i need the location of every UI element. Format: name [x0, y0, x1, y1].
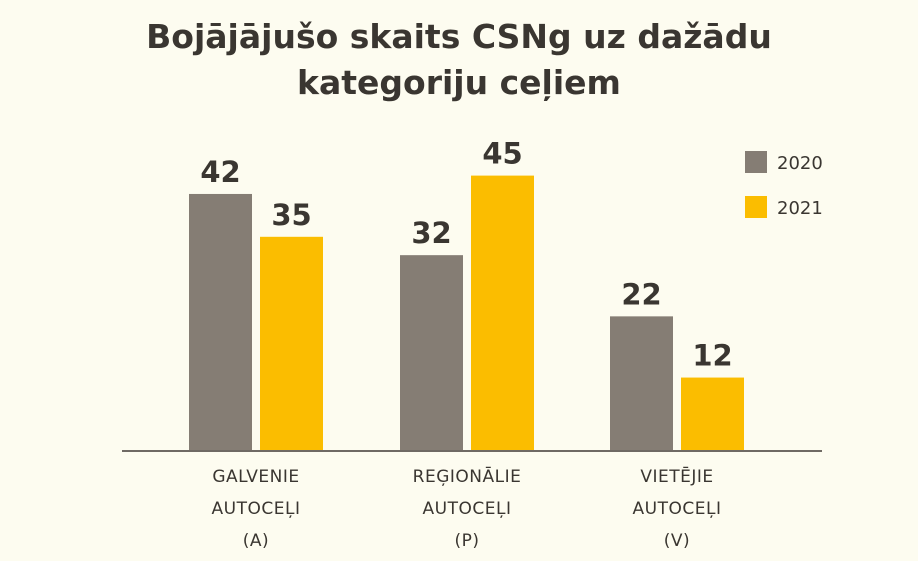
legend-swatch-2021 [745, 196, 767, 218]
bar-2021-0 [260, 236, 323, 451]
bar-2020-2 [610, 316, 673, 451]
legend-label-2020: 2020 [777, 153, 823, 174]
legend: 2020 2021 [745, 151, 823, 219]
data-label-2020-2: 22 [621, 277, 661, 311]
category-label-2-line-1: AUTOCEĻI [633, 499, 722, 519]
bar-2020-1 [400, 255, 463, 451]
category-label-0-line-2: (A) [243, 531, 269, 551]
chart-title-line-1: Bojājājušo skaits CSNg uz dažādu [146, 17, 772, 56]
data-label-2021-0: 35 [271, 198, 311, 232]
category-label-2-line-0: VIETĒJIE [640, 465, 713, 487]
category-label-1-line-1: AUTOCEĻI [423, 499, 512, 519]
category-label-0-line-1: AUTOCEĻI [212, 499, 301, 519]
chart-title: Bojājājušo skaits CSNg uz dažādu kategor… [0, 14, 918, 106]
data-label-2020-1: 32 [411, 216, 451, 250]
data-label-2020-0: 42 [200, 155, 240, 189]
category-label-1-line-0: REĢIONĀLIE [413, 465, 522, 487]
category-labels: GALVENIE AUTOCEĻI (A) REĢIONĀLIE AUTOCEĻI (P)… [212, 465, 722, 551]
bar-2020-0 [189, 193, 252, 451]
bar-2021-2 [681, 377, 744, 451]
data-label-2021-1: 45 [482, 137, 522, 171]
bars-group: 42 35 32 45 22 12 [189, 137, 744, 451]
category-label-1-line-2: (P) [454, 531, 479, 551]
bar-2021-1 [471, 175, 534, 451]
category-label-0-line-0: GALVENIE [212, 467, 299, 487]
legend-label-2021: 2021 [777, 198, 823, 219]
data-label-2021-2: 12 [692, 339, 732, 373]
category-label-2-line-2: (V) [664, 531, 690, 551]
chart-title-line-2: kategoriju ceļiem [297, 63, 621, 102]
legend-swatch-2020 [745, 151, 767, 173]
